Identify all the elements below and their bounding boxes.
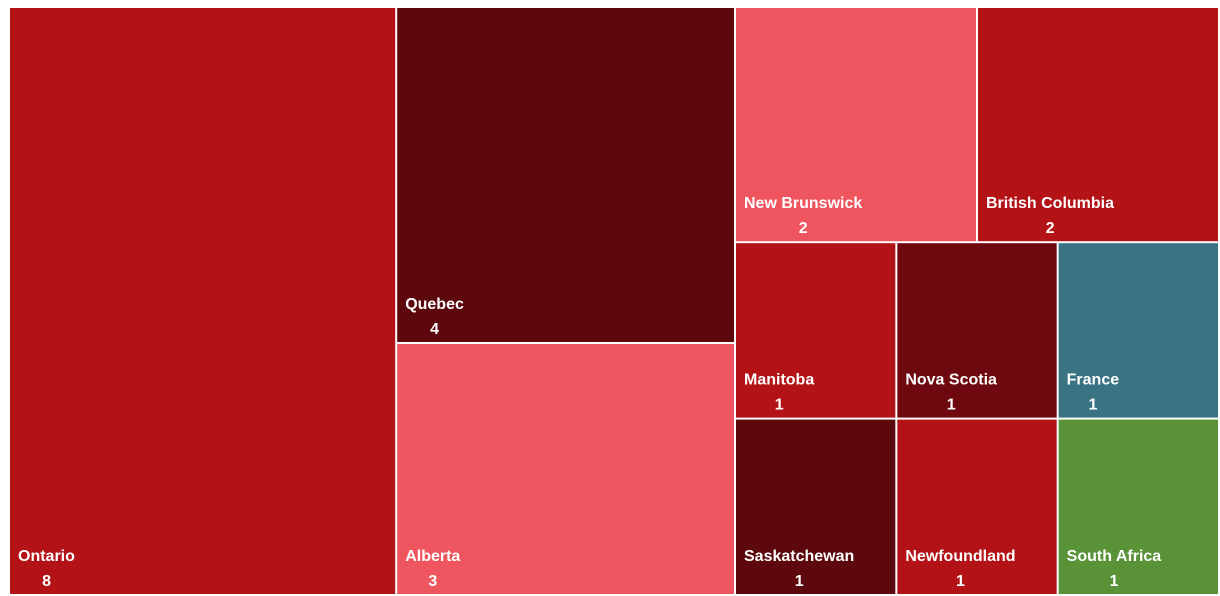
tile-label: Ontario xyxy=(18,548,75,565)
tile-value: 1 xyxy=(956,573,965,590)
tile xyxy=(1058,419,1218,594)
tile-value: 3 xyxy=(428,573,437,590)
tile-label: New Brunswick xyxy=(744,195,862,212)
tile-label: South Africa xyxy=(1067,548,1162,565)
tile-value: 1 xyxy=(947,397,956,414)
tile xyxy=(397,8,734,342)
tile-value: 2 xyxy=(1046,220,1055,237)
tile-value: 1 xyxy=(1110,573,1119,590)
tile-value: 1 xyxy=(775,397,784,414)
tile xyxy=(736,243,896,418)
tile xyxy=(1058,243,1218,418)
tile xyxy=(736,419,896,594)
tile-value: 1 xyxy=(1088,397,1097,414)
tile-value: 2 xyxy=(799,220,808,237)
tile-value: 1 xyxy=(795,573,804,590)
tile xyxy=(10,8,396,594)
tile-label: Saskatchewan xyxy=(744,548,854,565)
tile-value: 8 xyxy=(42,573,51,590)
tile xyxy=(736,8,976,242)
tile xyxy=(897,243,1057,418)
tile xyxy=(978,8,1218,242)
tile-value: 4 xyxy=(430,321,439,338)
tile xyxy=(897,419,1057,594)
tile-label: Manitoba xyxy=(744,372,814,389)
tile-label: Nova Scotia xyxy=(905,372,997,389)
tile-label: British Columbia xyxy=(986,195,1114,212)
tile-label: Quebec xyxy=(405,296,464,313)
tile-label: Newfoundland xyxy=(905,548,1015,565)
tile xyxy=(397,344,734,594)
tile-label: Alberta xyxy=(405,548,460,565)
tile-label: France xyxy=(1067,372,1120,389)
